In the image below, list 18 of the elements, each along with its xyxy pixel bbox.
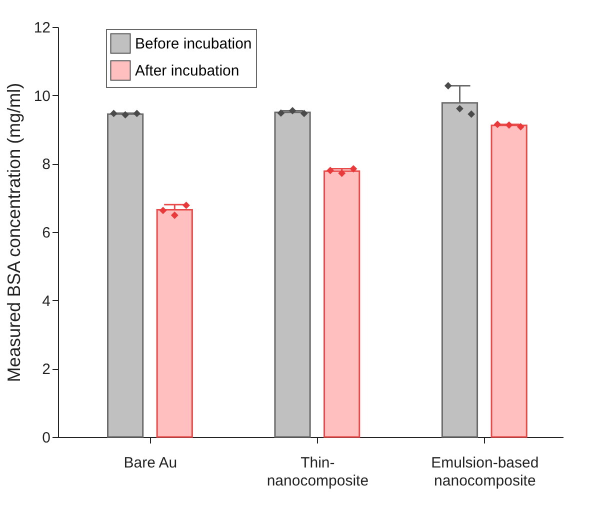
bar — [324, 170, 360, 438]
x-tick-label: Bare Au — [124, 454, 178, 472]
bar — [156, 209, 193, 438]
y-tick-label: 0 — [42, 430, 50, 446]
y-tick-label: 6 — [42, 224, 50, 242]
bar — [490, 124, 528, 438]
x-tick-label: Emulsion-based nanocomposite — [431, 454, 539, 490]
bar — [274, 112, 311, 438]
y-tick-label: 8 — [42, 156, 50, 174]
y-tick-label: 10 — [34, 88, 50, 105]
x-tick-label: Thin- nanocomposite — [266, 454, 369, 490]
bar — [107, 113, 144, 438]
legend-label: Before incubation — [135, 36, 252, 52]
y-tick-label: 4 — [42, 292, 50, 310]
legend-label: After incubation — [135, 62, 240, 80]
y-tick-label: 12 — [34, 20, 50, 36]
y-tick-label: 2 — [42, 361, 50, 378]
y-axis-title: Measured BSA concentration (mg/ml) — [4, 82, 24, 382]
